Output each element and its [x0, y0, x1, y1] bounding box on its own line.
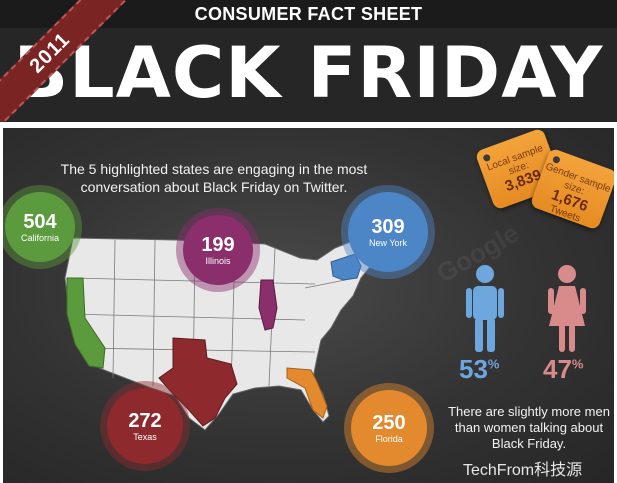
- new-york-label: New York: [368, 237, 408, 248]
- texas-bubble: 272 Texas: [107, 388, 183, 464]
- us-map: [64, 237, 378, 431]
- florida-count: 250: [372, 411, 406, 434]
- florida-bubble: 250 Florida: [351, 390, 427, 466]
- male-figure-icon: [466, 265, 504, 352]
- divider: [0, 122, 617, 128]
- female-figure-icon: [548, 265, 586, 352]
- map-panel: Google The 5 highlighted states are enga…: [3, 128, 614, 483]
- men-pct-symbol: %: [487, 356, 500, 372]
- california-count: 504: [23, 210, 57, 233]
- texas-shape: [158, 337, 238, 427]
- new-york-bubble: 309 New York: [348, 192, 428, 272]
- header: CONSUMER FACT SHEET BLACK FRIDAY 2011: [0, 0, 617, 122]
- main-title: BLACK FRIDAY: [13, 32, 604, 114]
- women-percentage: 47%: [543, 354, 583, 385]
- illinois-bubble: 199 Illinois: [183, 215, 253, 285]
- texas-label: Texas: [133, 431, 157, 442]
- men-percentage: 53%: [459, 354, 499, 385]
- illinois-count: 199: [201, 233, 235, 256]
- california-shape: [66, 277, 106, 369]
- intro-text: The 5 highlighted states are engaging in…: [60, 161, 368, 195]
- new-york-count: 309: [371, 215, 405, 238]
- women-pct-value: 47: [543, 354, 572, 384]
- sheet-title: CONSUMER FACT SHEET: [194, 4, 423, 24]
- men-pct-value: 53: [459, 354, 488, 384]
- gender-note: There are slightly more men than women t…: [448, 404, 610, 451]
- women-pct-symbol: %: [571, 356, 584, 372]
- illinois-shape: [258, 279, 278, 331]
- florida-label: Florida: [375, 433, 403, 444]
- illinois-label: Illinois: [205, 255, 231, 266]
- florida-shape: [286, 367, 328, 419]
- texas-count: 272: [128, 409, 162, 432]
- california-label: California: [20, 232, 60, 243]
- california-bubble: 504 California: [5, 192, 75, 262]
- source-credit: TechFrom科技源: [463, 462, 583, 479]
